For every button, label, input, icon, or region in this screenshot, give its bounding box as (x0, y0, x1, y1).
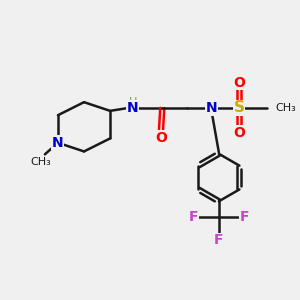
Text: O: O (233, 126, 245, 140)
Text: N: N (206, 101, 218, 115)
Text: CH₃: CH₃ (30, 157, 51, 166)
Text: N: N (52, 136, 64, 150)
Text: F: F (189, 210, 198, 224)
Text: O: O (233, 76, 245, 90)
Text: N: N (127, 101, 138, 115)
Text: H: H (129, 97, 137, 106)
Text: F: F (214, 233, 224, 248)
Text: O: O (155, 131, 167, 145)
Text: CH₃: CH₃ (275, 103, 296, 113)
Text: F: F (239, 210, 249, 224)
Text: S: S (234, 100, 244, 116)
